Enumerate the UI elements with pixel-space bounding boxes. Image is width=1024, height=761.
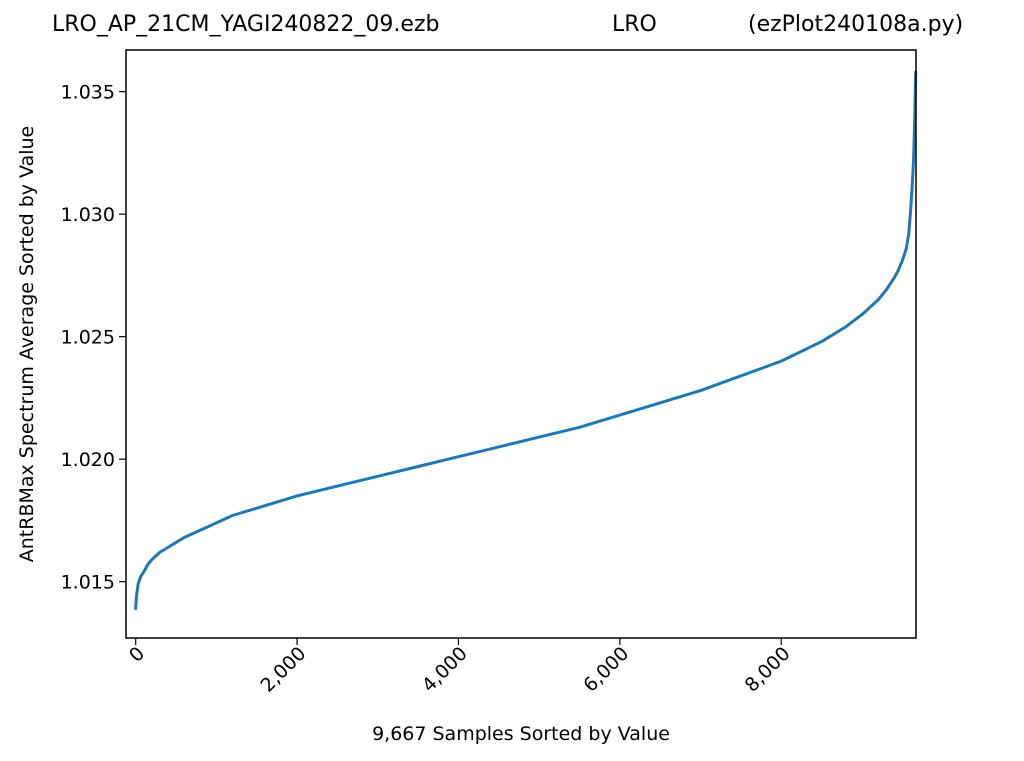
series-line-0 [134,70,918,611]
x-axis-label: 9,667 Samples Sorted by Value [372,723,670,745]
y-tick-label: 1.025 [61,327,115,349]
x-tick-label: 0 [125,643,149,667]
y-tick-label: 1.030 [61,204,115,226]
y-axis-label: AntRBMax Spectrum Average Sorted by Valu… [16,126,38,562]
y-tick-label: 1.015 [61,572,115,594]
x-axis: 0 2,000 4,000 6,000 8,000 [125,638,795,697]
y-tick-label: 1.020 [61,449,115,471]
plot-area [134,70,918,611]
x-tick-label: 6,000 [579,643,633,697]
x-tick-label: 2,000 [256,643,310,697]
plot-frame [125,49,917,639]
x-tick-label: 4,000 [418,643,472,697]
x-tick-label: 8,000 [741,643,795,697]
y-tick-label: 1.035 [61,82,115,104]
plot-title-site: LRO [612,12,657,37]
plot-title-script: (ezPlot240108a.py) [748,12,964,37]
plot-title-filename: LRO_AP_21CM_YAGI240822_09.ezb [52,12,440,37]
y-axis: 1.015 1.020 1.025 1.030 1.035 [61,82,126,594]
